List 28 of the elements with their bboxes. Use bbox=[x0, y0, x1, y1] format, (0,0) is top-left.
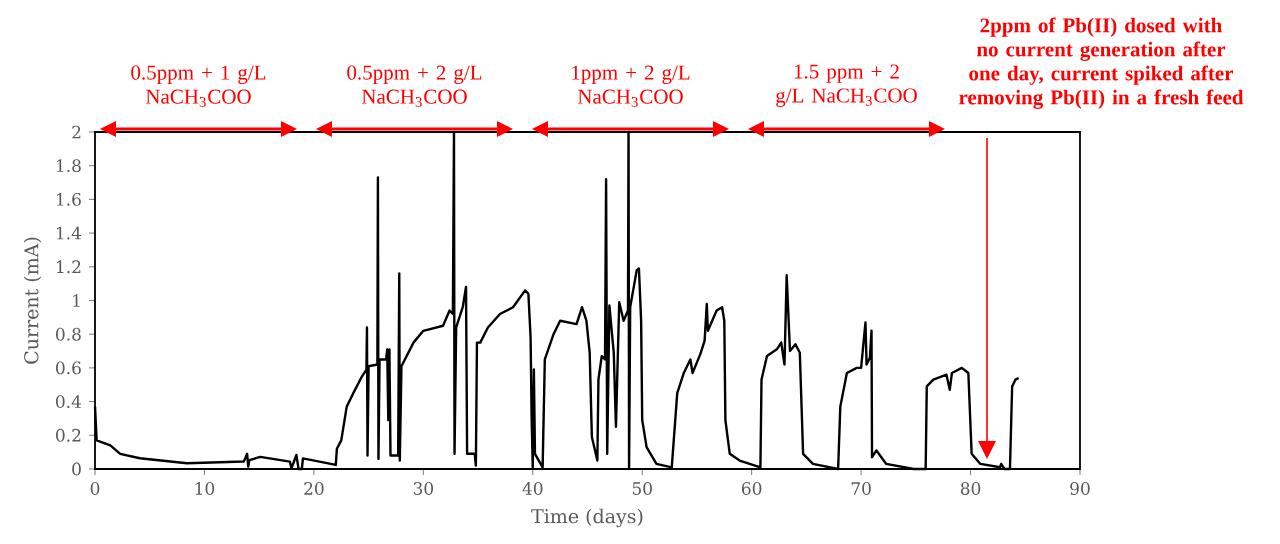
text: 0.5ppm + 1 g/L NaCH$_{3}$COO bbox=[131, 65, 266, 107]
y-tick-label: 0.6 bbox=[56, 361, 81, 375]
y-tick-label: 1.4 bbox=[56, 226, 82, 240]
y-tick-label: 1.2 bbox=[56, 260, 81, 274]
x-tick-label: 30 bbox=[413, 482, 434, 495]
text: 1ppm + 2 g/L NaCH$_{3}$COO bbox=[572, 65, 690, 107]
y-tick-label: 0.2 bbox=[56, 428, 81, 442]
x-axis-title: Time (days) bbox=[531, 508, 643, 528]
y-tick-label: 2 bbox=[72, 125, 81, 139]
x-tick-label: 70 bbox=[851, 482, 871, 495]
y-tick-label: 0.8 bbox=[56, 327, 81, 341]
x-tick-label: 0 bbox=[90, 482, 100, 495]
text: 0.5ppm + 2 g/L NaCH$_{3}$COO bbox=[347, 65, 482, 107]
y-axis-title: Current (mA) bbox=[23, 237, 42, 364]
text: 2ppm of Pb(II) dosed with no current generation after one day, current spiked after removing Pb(II) in a fresh feed bbox=[959, 17, 1244, 109]
x-tick-label: 40 bbox=[522, 482, 543, 495]
text: 1.5 ppm + 2 g/L NaCH$_{3}$COO bbox=[776, 64, 917, 107]
y-tick-label: 0 bbox=[72, 462, 81, 476]
x-tick-label: 90 bbox=[1070, 482, 1090, 495]
y-tick-label: 0.4 bbox=[56, 395, 82, 409]
y-tick-label: 1.6 bbox=[56, 192, 81, 206]
x-tick-label: 50 bbox=[632, 482, 652, 495]
x-tick-label: 10 bbox=[195, 482, 215, 495]
x-tick-label: 60 bbox=[741, 482, 762, 495]
y-tick-label: 1.8 bbox=[56, 159, 81, 173]
x-tick-label: 20 bbox=[304, 482, 324, 495]
x-tick-label: 80 bbox=[960, 482, 981, 495]
y-tick-label: 1 bbox=[73, 294, 80, 307]
